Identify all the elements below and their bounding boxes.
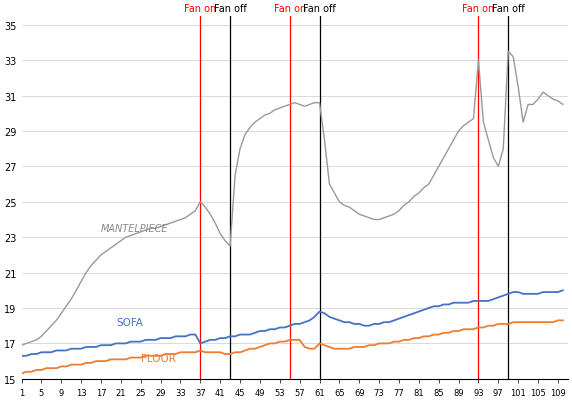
Text: FLOOR: FLOOR: [141, 353, 176, 363]
Text: Fan on: Fan on: [184, 4, 216, 14]
Text: MANTELPIECE: MANTELPIECE: [101, 224, 169, 234]
Text: Fan on: Fan on: [273, 4, 306, 14]
Text: SOFA: SOFA: [116, 317, 143, 327]
Text: Fan off: Fan off: [214, 4, 247, 14]
Text: Fan off: Fan off: [303, 4, 336, 14]
Text: Fan off: Fan off: [492, 4, 525, 14]
Text: Fan on: Fan on: [462, 4, 495, 14]
